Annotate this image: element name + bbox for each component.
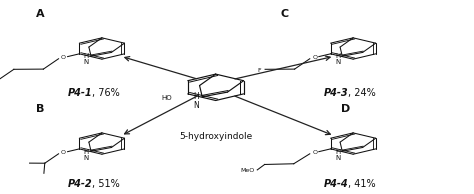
Text: , 76%: , 76% [92,88,120,98]
Text: N: N [84,154,89,160]
Text: , 24%: , 24% [348,88,376,98]
Text: H: H [335,53,340,59]
Text: O: O [61,55,66,60]
Text: F: F [258,68,261,73]
Text: D: D [341,104,351,114]
Text: P4-2: P4-2 [68,179,92,189]
Text: H: H [84,148,89,154]
Text: N: N [335,59,340,65]
Text: H: H [84,53,89,59]
Text: O: O [61,150,66,155]
Text: , 51%: , 51% [92,179,120,189]
Text: O: O [312,150,317,155]
Text: N: N [335,154,340,160]
Text: B: B [36,104,45,114]
Text: MeO: MeO [241,168,255,173]
Text: A: A [36,9,45,19]
Text: O: O [312,55,317,60]
Text: P4-3: P4-3 [324,88,348,98]
Text: H: H [194,92,200,101]
Text: N: N [84,59,89,65]
Text: N: N [194,101,200,110]
Text: P4-1: P4-1 [68,88,92,98]
Text: P4-4: P4-4 [324,179,348,189]
Text: , 41%: , 41% [348,179,376,189]
Text: HO: HO [162,94,173,100]
Text: C: C [280,9,289,19]
Text: H: H [335,148,340,154]
Text: 5-hydroxyindole: 5-hydroxyindole [179,132,252,141]
